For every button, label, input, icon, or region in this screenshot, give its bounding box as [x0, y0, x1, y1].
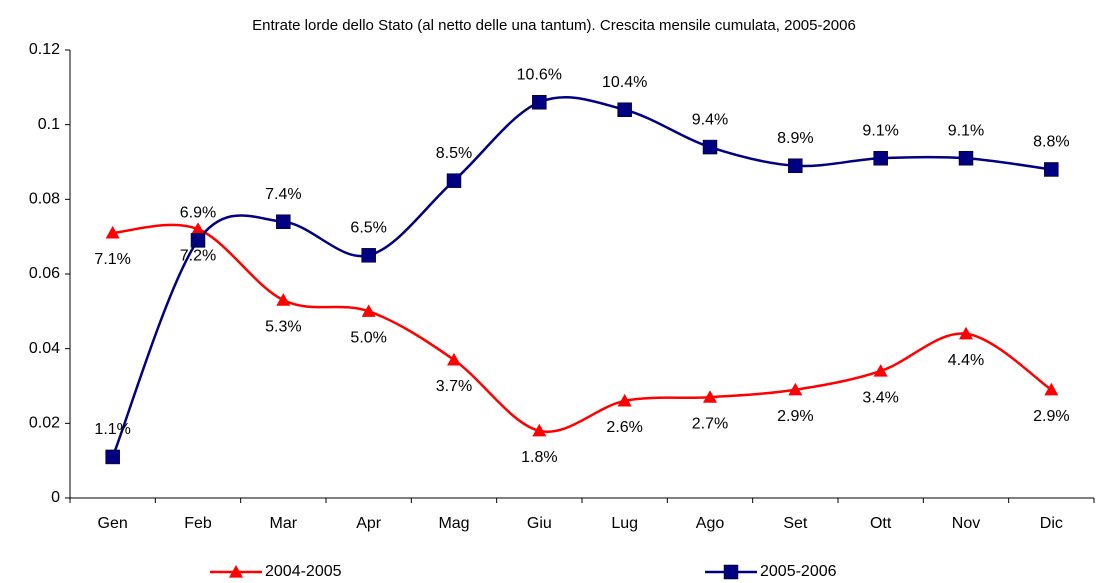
marker-triangle	[105, 225, 120, 239]
marker-triangle	[788, 382, 803, 396]
y-tick-label: 0.1	[38, 116, 60, 133]
data-label: 1.1%	[94, 421, 130, 438]
chart-title: Entrate lorde dello Stato (al netto dell…	[252, 17, 856, 34]
x-tick-label: Ott	[870, 515, 892, 532]
data-label: 4.4%	[948, 352, 984, 369]
data-label: 6.5%	[350, 220, 386, 237]
data-label: 5.3%	[265, 318, 301, 335]
y-tick-label: 0.06	[29, 265, 60, 282]
y-tick-label: 0.12	[29, 41, 60, 58]
marker-square	[958, 151, 974, 166]
data-label: 9.1%	[948, 122, 984, 139]
marker-square	[532, 95, 547, 110]
data-label: 10.4%	[602, 74, 647, 91]
series-line	[112, 223, 1053, 434]
x-tick-label: Lug	[611, 515, 638, 532]
y-tick-label: 0.08	[29, 191, 60, 208]
marker-triangle	[873, 364, 888, 377]
data-label: 1.8%	[521, 449, 557, 466]
data-label: 7.4%	[265, 186, 301, 203]
x-tick-label: Feb	[184, 515, 212, 532]
marker-triangle	[447, 352, 461, 366]
data-label: 8.8%	[1033, 134, 1069, 151]
y-tick-label: 0	[51, 489, 60, 506]
data-label: 9.4%	[692, 111, 728, 128]
data-label: 2.6%	[606, 419, 642, 436]
marker-square	[873, 151, 888, 166]
marker-triangle	[1044, 382, 1059, 396]
marker-square	[617, 102, 632, 117]
marker-square	[1044, 162, 1059, 177]
y-tick-label: 0.04	[29, 340, 60, 357]
y-tick-label: 0.02	[29, 415, 60, 432]
x-tick-label: Gen	[98, 515, 128, 532]
data-label: 3.7%	[436, 378, 472, 395]
marker-square	[702, 139, 718, 155]
x-tick-label: Set	[783, 515, 808, 532]
x-tick-label: Mar	[270, 515, 298, 532]
marker-square	[361, 248, 376, 263]
x-tick-label: Nov	[952, 515, 980, 532]
marker-square	[190, 233, 206, 248]
legend-label: 2005-2006	[760, 563, 837, 580]
data-label: 9.1%	[862, 122, 898, 139]
marker-triangle	[361, 304, 376, 317]
data-label: 8.5%	[436, 145, 472, 162]
data-label: 2.9%	[777, 408, 813, 425]
legend-marker	[723, 564, 739, 580]
marker-square	[788, 158, 803, 173]
x-tick-label: Ago	[696, 515, 725, 532]
data-label: 8.9%	[777, 130, 813, 147]
marker-triangle	[532, 423, 547, 437]
legend-label: 2004-2005	[265, 563, 342, 580]
marker-triangle	[703, 390, 717, 403]
x-tick-label: Giu	[527, 515, 552, 532]
data-label: 10.6%	[517, 66, 562, 83]
x-tick-label: Dic	[1040, 515, 1063, 532]
x-tick-label: Mag	[438, 515, 469, 532]
data-label: 3.4%	[862, 389, 898, 406]
marker-square	[446, 173, 462, 188]
marker-square	[105, 449, 120, 465]
legend-marker	[229, 565, 243, 578]
marker-triangle	[191, 222, 205, 235]
marker-triangle	[617, 393, 632, 407]
data-label: 7.1%	[94, 251, 130, 268]
data-label: 7.2%	[180, 247, 216, 264]
marker-triangle	[959, 326, 973, 340]
data-label: 5.0%	[350, 330, 386, 347]
data-label: 2.7%	[692, 415, 728, 432]
x-tick-label: Apr	[356, 515, 382, 532]
data-label: 2.9%	[1033, 408, 1069, 425]
marker-square	[276, 214, 291, 229]
data-label: 6.9%	[180, 205, 216, 222]
marker-triangle	[276, 293, 291, 306]
